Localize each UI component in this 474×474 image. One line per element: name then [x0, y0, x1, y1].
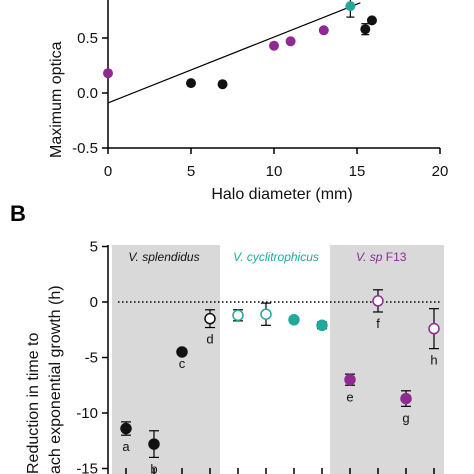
b-data-point	[344, 373, 356, 386]
a-x-tick-label: 0	[104, 163, 112, 180]
a-y-tick-label: -0.5	[72, 140, 98, 157]
b-y-tick-label: -10	[76, 405, 98, 422]
a-y-tick-label: 0.0	[77, 85, 98, 102]
a-data-point	[345, 1, 356, 12]
a-data-point	[366, 15, 377, 26]
b-group-label-name: V. cyclitrophicus	[233, 250, 319, 264]
a-data-point	[269, 40, 279, 51]
a-x-axis-label: Halo diameter (mm)	[211, 186, 352, 203]
b-group-shading	[330, 245, 444, 474]
panel-b-label: B	[10, 201, 26, 226]
a-regression-line	[108, 2, 361, 104]
b-data-point	[120, 422, 132, 435]
b-y-tick-label: -15	[76, 461, 98, 474]
b-data-point	[400, 392, 412, 405]
b-group-label-suffix: F13	[382, 250, 406, 264]
a-x-tick-label: 10	[266, 163, 283, 180]
b-y-axis-label-line2: ach exponential growth (h)	[47, 285, 64, 474]
b-y-tick-label: -5	[85, 350, 98, 367]
b-data-point	[288, 314, 300, 326]
a-data-point	[285, 36, 296, 47]
a-data-point	[186, 78, 196, 89]
a-data-point	[103, 68, 113, 79]
b-data-point	[316, 319, 328, 332]
a-data-point	[217, 79, 228, 90]
b-data-point	[176, 346, 188, 358]
b-group-label: V. cyclitrophicus	[233, 250, 319, 264]
b-significance-letter: d	[206, 332, 213, 347]
b-group-shading	[112, 245, 220, 474]
b-significance-letter: h	[430, 353, 437, 368]
b-group-label: V. sp F13	[356, 250, 407, 264]
b-group-label-name: V. splendidus	[128, 250, 199, 264]
a-x-tick-label: 5	[187, 163, 195, 180]
b-data-point	[260, 308, 272, 320]
a-data-point	[360, 24, 371, 35]
b-group-label: V. splendidus	[128, 250, 199, 264]
a-y-tick-label: 0.5	[77, 30, 98, 47]
b-significance-letter: a	[122, 439, 130, 454]
b-group-label-name: V. sp	[356, 250, 383, 264]
a-x-tick-label: 15	[349, 163, 366, 180]
b-data-point	[232, 309, 244, 322]
b-data-point	[148, 438, 160, 450]
b-significance-letter: b	[150, 461, 157, 474]
b-significance-letter: c	[179, 356, 186, 371]
b-data-point	[428, 322, 440, 335]
a-x-tick-label: 20	[432, 163, 449, 180]
b-y-tick-label: 5	[90, 239, 98, 256]
b-significance-letter: f	[376, 316, 380, 331]
a-y-axis-label: Maximum optica	[48, 41, 65, 158]
b-data-point	[372, 295, 384, 307]
panel-a: 0 5 10 15 20 0.5 0.0 -0.5 Halo diameter (mm) M…	[48, 0, 448, 203]
b-y-tick-label: 0	[90, 294, 98, 311]
panel-b: B V. splendidus V. cyclitrophicus V. sp F1…	[10, 201, 444, 474]
b-data-point	[204, 312, 216, 325]
b-significance-letter: g	[402, 410, 409, 425]
b-significance-letter: e	[346, 389, 353, 404]
b-y-axis-label-line1: Reduction in time to	[25, 332, 42, 474]
a-data-point	[318, 25, 329, 36]
